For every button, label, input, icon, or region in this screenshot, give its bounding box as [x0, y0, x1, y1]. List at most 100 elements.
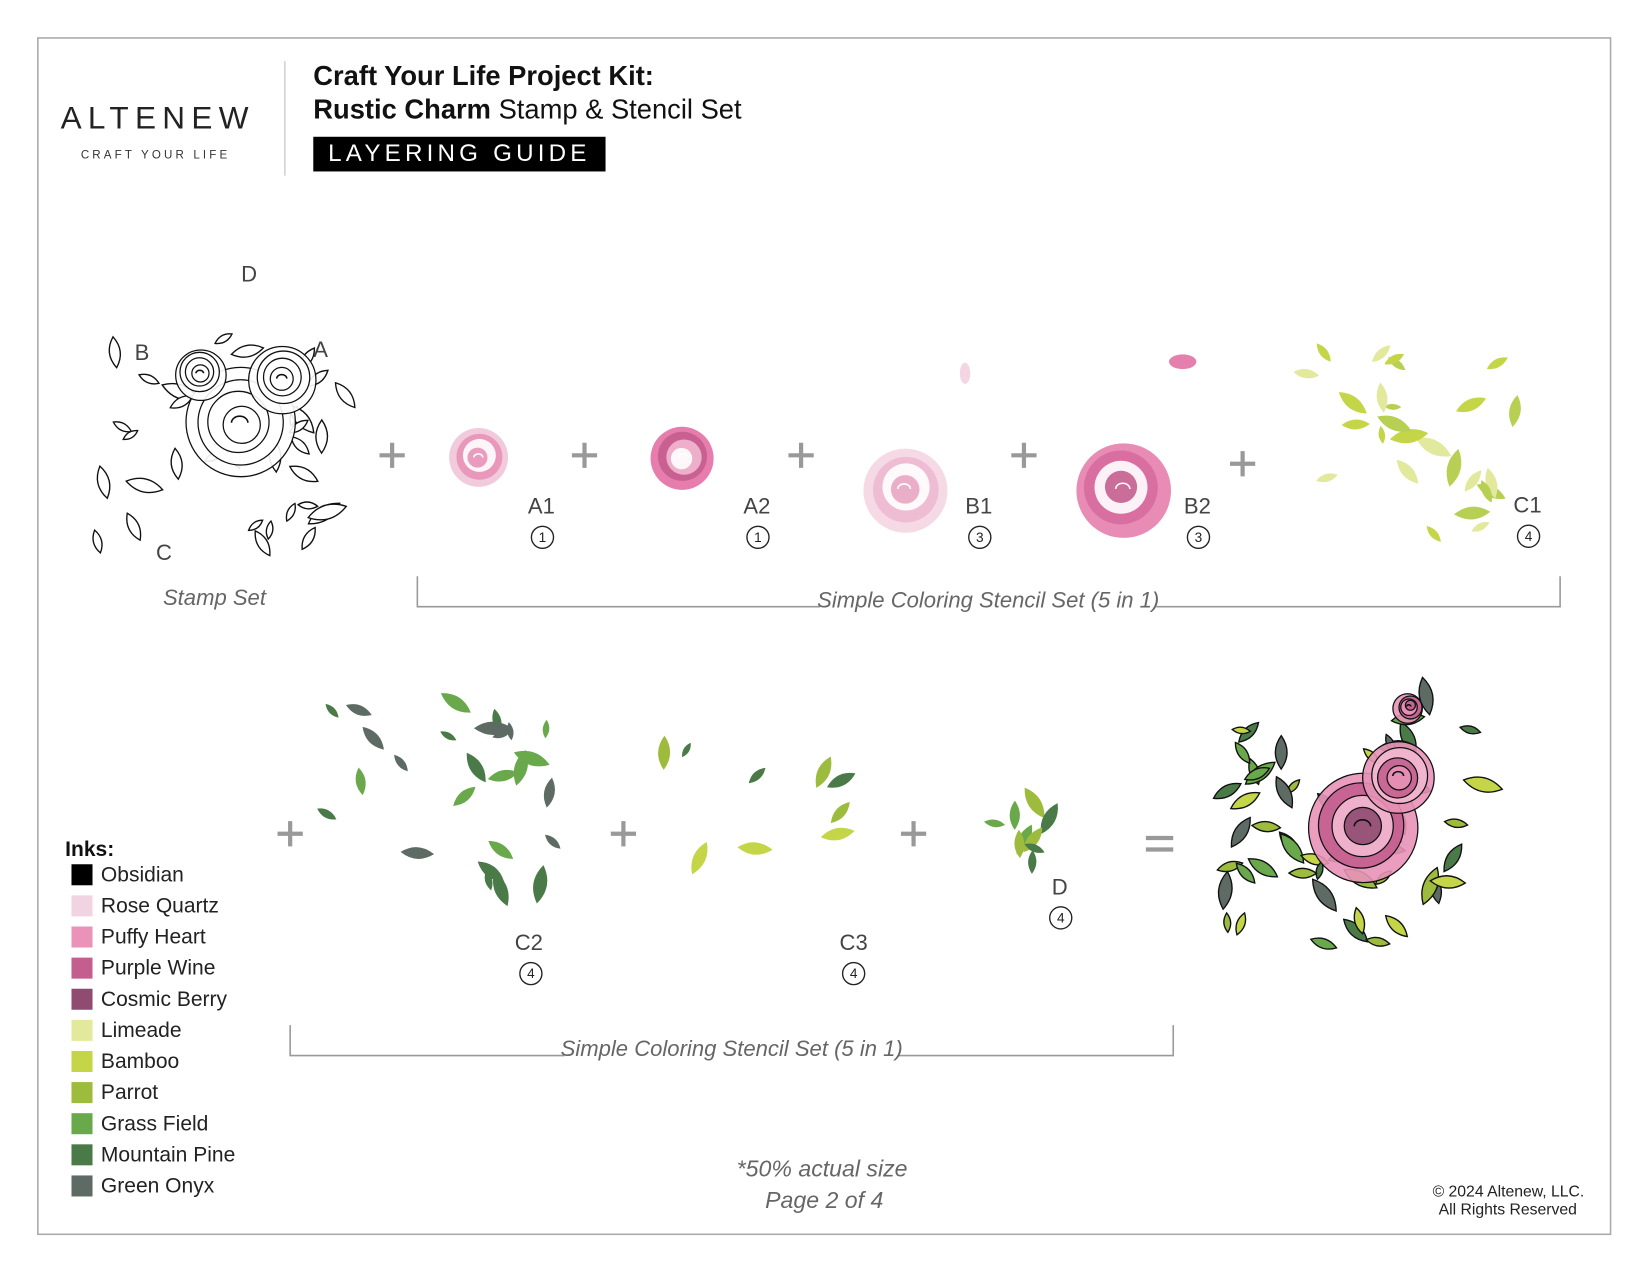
petal — [269, 366, 294, 391]
rose-swirl — [275, 373, 288, 379]
leaf — [487, 769, 519, 782]
stamp-label: D — [241, 261, 257, 286]
rose-swirl — [1353, 819, 1372, 827]
leaf — [1229, 791, 1261, 810]
petal — [1104, 470, 1138, 503]
leaf — [362, 726, 384, 750]
step-circle — [1516, 524, 1541, 548]
leaf — [1338, 392, 1367, 414]
leaf — [440, 731, 457, 741]
leaf — [1293, 369, 1320, 379]
leaf — [325, 703, 339, 718]
petal — [1343, 806, 1383, 846]
step-number: 1 — [754, 530, 762, 545]
leaf — [355, 767, 366, 796]
plus-sign — [1011, 442, 1037, 468]
ink-name: Cosmic Berry — [101, 988, 228, 1011]
step-number: 1 — [539, 530, 547, 545]
artwork — [92, 333, 1521, 950]
leaf — [1311, 878, 1337, 912]
layer-label: C2 — [515, 930, 543, 955]
petal — [467, 447, 488, 468]
leaf — [1280, 832, 1305, 864]
step-circle — [519, 961, 543, 986]
leaf — [126, 512, 142, 542]
bracket — [289, 1025, 1175, 1057]
step-number: 3 — [1195, 530, 1203, 545]
leaf — [1377, 415, 1412, 432]
leaf — [400, 847, 435, 859]
leaf — [820, 827, 855, 841]
leaf — [691, 841, 708, 875]
leaf — [137, 373, 161, 385]
title: Craft Your Life Project Kit: — [313, 60, 654, 91]
leaf — [533, 865, 548, 904]
leaf — [1028, 850, 1037, 874]
badge: LAYERING GUIDE — [328, 140, 590, 167]
leaf — [1217, 870, 1233, 911]
step-number: 4 — [527, 966, 535, 981]
leaf — [1024, 787, 1045, 819]
plus-sign — [379, 442, 405, 468]
leaf — [394, 754, 408, 772]
leaf — [1309, 937, 1338, 950]
stamp-label: A — [313, 337, 328, 362]
layer-label: A1 — [528, 494, 555, 519]
step-circle — [530, 525, 555, 550]
leaf — [1353, 906, 1366, 935]
rights: All Rights Reserved — [1439, 1201, 1577, 1218]
leaf — [983, 819, 1006, 828]
petal — [959, 362, 971, 384]
step-circle — [968, 525, 992, 550]
leaf — [1378, 425, 1386, 444]
leaf — [543, 777, 555, 808]
leaf — [1480, 480, 1492, 503]
leaf — [815, 756, 832, 788]
step-number: 4 — [850, 966, 858, 981]
leaf — [1341, 419, 1370, 430]
leaf — [1458, 725, 1482, 735]
petal — [670, 447, 693, 470]
leaf — [1223, 911, 1232, 934]
equals-sign — [1145, 835, 1174, 852]
leaf — [658, 735, 671, 770]
leaf — [334, 381, 356, 409]
step-circle — [1049, 906, 1073, 930]
leaf — [1316, 343, 1331, 362]
leaf — [1485, 467, 1498, 499]
plus-sign — [788, 442, 814, 468]
layer-label: B1 — [965, 494, 992, 519]
leaf — [1040, 803, 1058, 835]
leaf — [125, 477, 164, 494]
layer-label: B2 — [1184, 494, 1211, 519]
leaf — [1234, 741, 1251, 765]
leaf — [1230, 816, 1251, 848]
leaf — [92, 528, 103, 555]
leaf — [1509, 394, 1521, 427]
stamp-label: B — [135, 340, 150, 365]
ink-name: Bamboo — [101, 1050, 179, 1073]
leaf — [1243, 767, 1271, 781]
leaf — [1426, 525, 1441, 542]
leaf — [477, 861, 505, 882]
rose-swirl — [473, 453, 484, 458]
leaf — [488, 840, 514, 859]
leaf — [1231, 726, 1252, 735]
leaf — [1384, 914, 1409, 938]
leaf — [1456, 397, 1486, 413]
layer-label: A2 — [743, 494, 770, 519]
leaf — [307, 503, 348, 521]
bracket — [416, 576, 1561, 608]
step-number: 4 — [1057, 911, 1065, 926]
ink-swatch — [71, 895, 93, 917]
leaf — [96, 464, 111, 500]
petal — [191, 364, 210, 383]
ink-name: Limeade — [101, 1019, 182, 1042]
plus-sign — [610, 821, 637, 847]
leaf — [1429, 875, 1467, 889]
leaf — [230, 344, 265, 358]
layer-label: C1 — [1513, 493, 1541, 518]
bracket-caption: Simple Coloring Stencil Set (5 in 1) — [561, 1036, 903, 1061]
leaf — [214, 333, 234, 345]
